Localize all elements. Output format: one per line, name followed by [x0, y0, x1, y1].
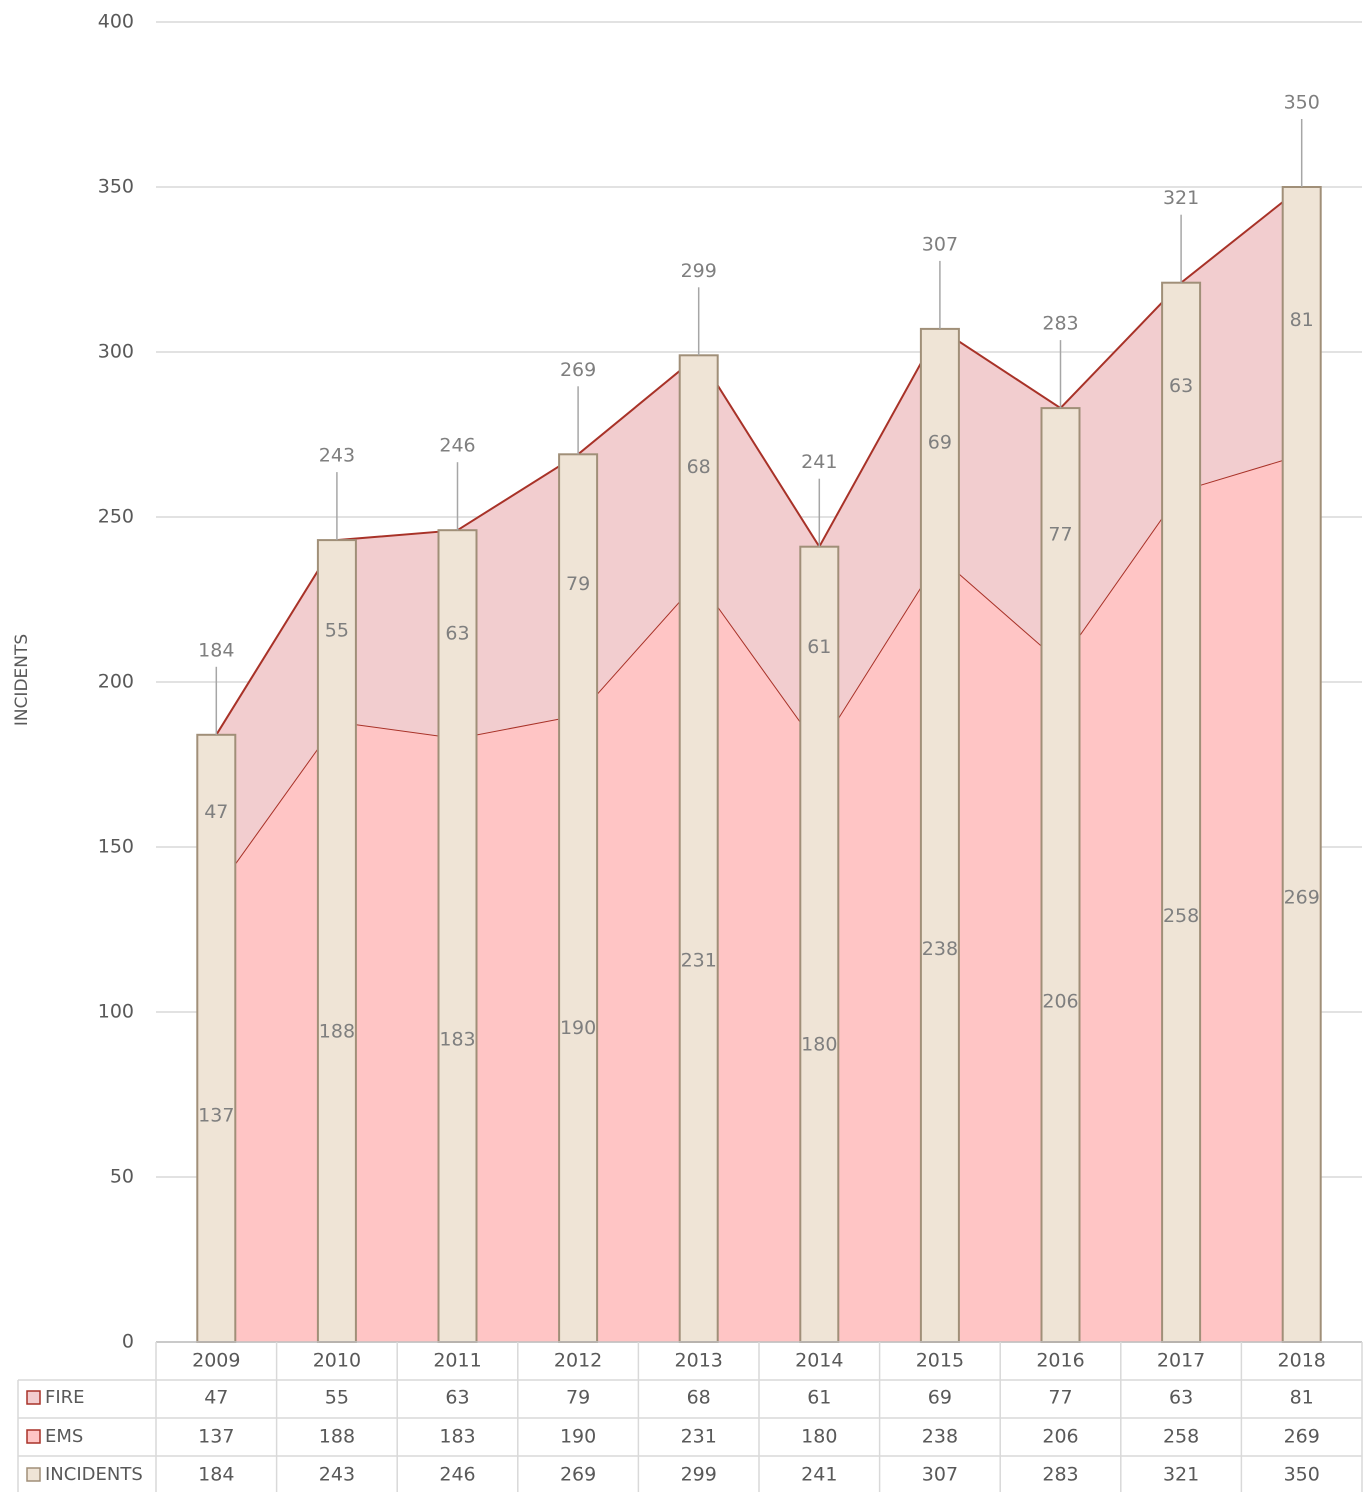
table-cell: 283 — [1042, 1464, 1078, 1486]
area-label: 180 — [801, 1034, 837, 1056]
table-cell: 184 — [198, 1464, 234, 1486]
y-tick-label: 50 — [110, 1166, 134, 1188]
table-cell: 63 — [445, 1387, 469, 1409]
area-label: 77 — [1048, 524, 1072, 546]
bar-label: 307 — [922, 233, 958, 255]
table-cell: 321 — [1163, 1464, 1199, 1486]
table-cell: 61 — [807, 1387, 831, 1409]
bar-label: 184 — [198, 639, 234, 661]
bar — [799, 545, 840, 1343]
bar-label: 283 — [1042, 313, 1078, 335]
legend-key — [26, 1429, 41, 1444]
bar-label: 241 — [801, 451, 837, 473]
area — [216, 454, 1302, 1342]
area-label: 231 — [681, 949, 717, 971]
bar — [919, 327, 960, 1343]
table-cell: 47 — [204, 1387, 228, 1409]
table-cell: 77 — [1048, 1387, 1072, 1409]
table-cell: 69 — [928, 1387, 952, 1409]
bar-label: 299 — [681, 260, 717, 282]
table-cell: 183 — [439, 1426, 475, 1448]
area-label: 61 — [807, 636, 831, 658]
table-cell: 190 — [560, 1426, 596, 1448]
area-label: 47 — [204, 801, 228, 823]
legend-key — [26, 1467, 41, 1482]
bar — [1161, 281, 1202, 1344]
y-tick-label: 250 — [98, 506, 134, 528]
y-tick-label: 350 — [98, 176, 134, 198]
x-tick-label: 2018 — [1278, 1350, 1326, 1372]
table-cell: 269 — [560, 1464, 596, 1486]
table-cell: 180 — [801, 1426, 837, 1448]
table-cell: 269 — [1284, 1426, 1320, 1448]
area-line — [215, 186, 1303, 736]
table-cell: 238 — [922, 1426, 958, 1448]
x-tick-label: 2013 — [675, 1350, 723, 1372]
x-tick-label: 2009 — [192, 1350, 240, 1372]
y-tick-label: 400 — [98, 11, 134, 33]
area-label: 63 — [1169, 375, 1193, 397]
table-cell: 350 — [1284, 1464, 1320, 1486]
legend-key — [26, 1390, 41, 1405]
bar — [1281, 186, 1322, 1343]
table-cell: 137 — [198, 1426, 234, 1448]
area-label: 79 — [566, 573, 590, 595]
area-label: 190 — [560, 1017, 596, 1039]
area-label: 183 — [439, 1029, 475, 1051]
x-tick-label: 2012 — [554, 1350, 602, 1372]
bar — [316, 539, 357, 1343]
table-cell: 63 — [1169, 1387, 1193, 1409]
area-label: 188 — [319, 1020, 355, 1042]
bar — [196, 733, 237, 1343]
y-tick-label: 100 — [98, 1001, 134, 1023]
y-tick-label: 150 — [98, 836, 134, 858]
x-tick-label: 2015 — [916, 1350, 964, 1372]
area-label: 63 — [445, 623, 469, 645]
table-cell: 258 — [1163, 1426, 1199, 1448]
y-axis-title: INCIDENTS — [12, 634, 32, 726]
x-tick-label: 2010 — [313, 1350, 361, 1372]
table-cell: 188 — [319, 1426, 355, 1448]
legend-label: FIRE — [45, 1387, 85, 1408]
table-cell: 299 — [681, 1464, 717, 1486]
bar — [678, 354, 719, 1343]
x-tick-label: 2011 — [433, 1350, 481, 1372]
table-cell: 246 — [439, 1464, 475, 1486]
x-tick-label: 2017 — [1157, 1350, 1205, 1372]
y-tick-label: 200 — [98, 671, 134, 693]
table-cell: 206 — [1042, 1426, 1078, 1448]
legend-label: INCIDENTS — [45, 1464, 143, 1485]
table-cell: 81 — [1290, 1387, 1314, 1409]
table-cell: 241 — [801, 1464, 837, 1486]
area-label: 238 — [922, 938, 958, 960]
area-label: 258 — [1163, 905, 1199, 927]
table-cell: 79 — [566, 1387, 590, 1409]
area-label: 68 — [687, 456, 711, 478]
y-tick-label: 300 — [98, 341, 134, 363]
bar — [1040, 407, 1081, 1344]
bar-label: 321 — [1163, 187, 1199, 209]
bar — [437, 529, 478, 1343]
area-label: 137 — [198, 1104, 234, 1126]
table-cell: 68 — [687, 1387, 711, 1409]
area-label: 206 — [1042, 991, 1078, 1013]
table-cell: 231 — [681, 1426, 717, 1448]
bar-label: 243 — [319, 445, 355, 467]
area-label: 269 — [1284, 887, 1320, 909]
legend-label: EMS — [45, 1426, 83, 1447]
area-label: 81 — [1290, 309, 1314, 331]
table-cell: 55 — [325, 1387, 349, 1409]
area-label: 55 — [325, 619, 349, 641]
bar-label: 350 — [1284, 92, 1320, 114]
table-cell: 243 — [319, 1464, 355, 1486]
area-label: 69 — [928, 431, 952, 453]
table-cell: 307 — [922, 1464, 958, 1486]
x-tick-label: 2016 — [1036, 1350, 1084, 1372]
bar-label: 246 — [439, 435, 475, 457]
x-tick-label: 2014 — [795, 1350, 843, 1372]
bar-label: 269 — [560, 359, 596, 381]
area — [216, 187, 1302, 890]
y-tick-label: 0 — [122, 1331, 134, 1353]
